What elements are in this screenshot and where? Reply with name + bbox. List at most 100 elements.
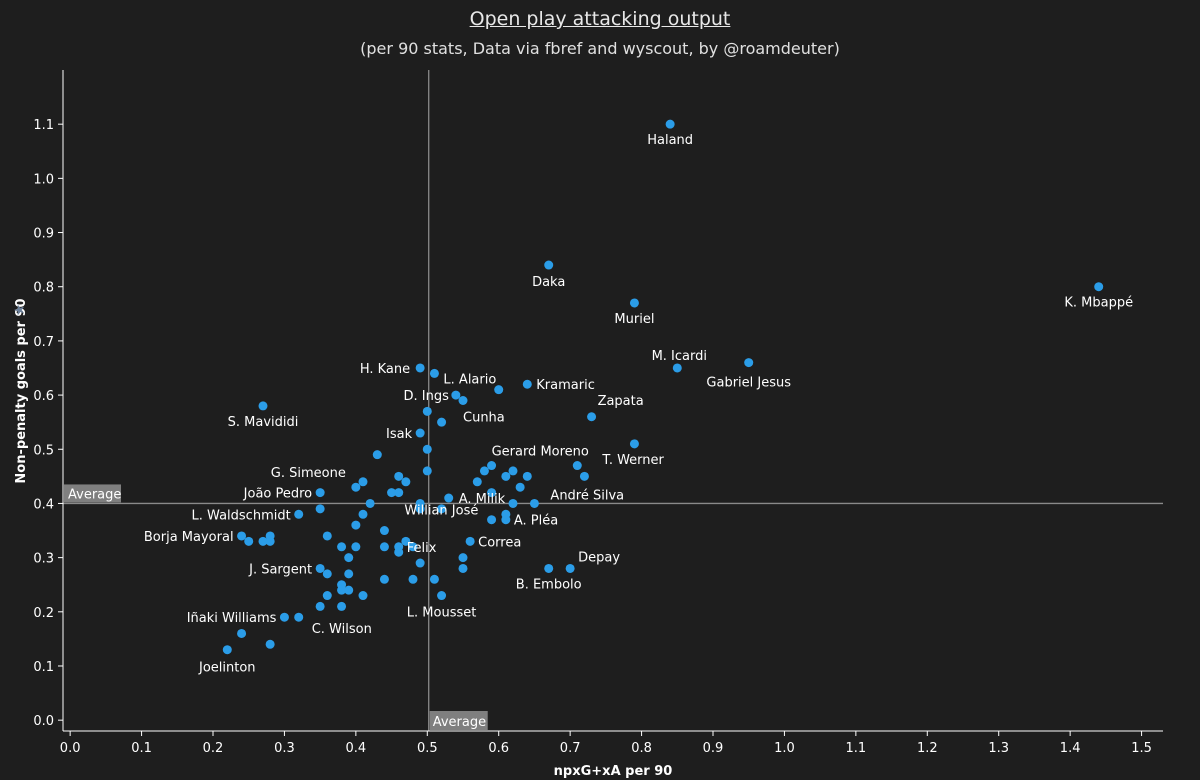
data-point <box>458 396 468 405</box>
star-icon[interactable]: ★ <box>12 304 28 317</box>
data-point <box>258 536 268 546</box>
data-point <box>387 488 397 498</box>
data-point <box>494 385 504 395</box>
data-label: Iñaki Williams <box>187 611 277 626</box>
data-point <box>508 466 518 476</box>
x-average-label: Average <box>433 715 486 730</box>
data-point <box>522 471 532 481</box>
data-label: Willian José <box>404 504 478 519</box>
data-point <box>408 574 418 584</box>
data-point <box>629 298 639 308</box>
data-point <box>508 498 518 508</box>
data-point <box>415 363 425 373</box>
data-label: C. Wilson <box>312 622 372 637</box>
data-label: Muriel <box>614 312 654 327</box>
data-point <box>265 536 275 546</box>
y-tick-label: 1.1 <box>33 118 54 133</box>
data-point <box>515 482 525 492</box>
data-point <box>401 477 411 487</box>
data-point <box>358 477 368 487</box>
x-tick-label: 1.4 <box>1060 741 1081 756</box>
data-point <box>629 439 639 449</box>
data-label: K. Mbappé <box>1064 296 1133 311</box>
data-label: L. Waldschmidt <box>192 508 291 523</box>
data-point <box>394 471 404 481</box>
data-label: J. Sargent <box>248 562 312 577</box>
x-tick-label: 0.1 <box>131 741 152 756</box>
data-point <box>572 461 582 471</box>
data-point <box>237 628 247 638</box>
x-tick-label: 1.2 <box>917 741 938 756</box>
data-point <box>279 612 289 622</box>
x-tick-label: 0.3 <box>274 741 295 756</box>
data-point <box>422 444 432 454</box>
data-point <box>394 547 404 557</box>
y-tick-label: 0.6 <box>33 389 54 404</box>
chart-title: Open play attacking output <box>469 8 731 30</box>
data-point <box>544 260 554 270</box>
data-label: Depay <box>578 550 620 565</box>
data-point <box>365 498 375 508</box>
reference-lines: Average Average <box>63 70 1163 731</box>
data-point <box>358 509 368 519</box>
x-tick-label: 0.5 <box>417 741 438 756</box>
data-point <box>351 542 361 552</box>
data-label: Haland <box>647 133 693 148</box>
x-tick-label: 0.4 <box>346 741 367 756</box>
x-tick-label: 1.3 <box>988 741 1009 756</box>
data-label: D. Ings <box>403 389 449 404</box>
y-tick-label: 0.9 <box>33 227 54 242</box>
y-tick-label: 0.2 <box>33 606 54 621</box>
data-label: H. Kane <box>360 362 410 377</box>
data-point <box>437 591 447 601</box>
data-point <box>415 558 425 568</box>
x-tick-label: 0.2 <box>203 741 224 756</box>
data-point <box>444 493 454 503</box>
data-point <box>544 563 554 573</box>
y-axis-title: Non-penalty goals per 90 <box>14 298 29 483</box>
data-point <box>487 461 497 471</box>
data-point <box>337 601 347 611</box>
y-average-label: Average <box>68 487 121 502</box>
x-tick-label: 0.7 <box>560 741 581 756</box>
x-tick-label: 0.0 <box>60 741 81 756</box>
data-point <box>501 471 511 481</box>
data-points <box>222 119 1104 655</box>
data-point <box>244 536 254 546</box>
data-label: S. Mavididi <box>228 415 299 430</box>
data-label: L. Mousset <box>407 606 477 621</box>
data-point <box>315 563 325 573</box>
data-point <box>501 509 511 519</box>
x-tick-label: 1.5 <box>1131 741 1152 756</box>
data-point <box>665 119 675 129</box>
data-point <box>465 536 475 546</box>
data-point <box>344 553 354 563</box>
data-point <box>344 569 354 579</box>
x-axis-title: npxG+xA per 90 <box>554 764 673 779</box>
data-point <box>372 450 382 460</box>
data-point <box>315 601 325 611</box>
data-point <box>472 477 482 487</box>
data-label: A. Milik <box>459 492 506 507</box>
data-label: Kramaric <box>536 378 595 393</box>
data-point <box>401 536 411 546</box>
data-point <box>1094 282 1104 292</box>
x-tick-label: 0.8 <box>631 741 652 756</box>
data-point <box>429 368 439 378</box>
data-point <box>322 531 332 541</box>
data-point <box>529 498 539 508</box>
data-label: Felix <box>407 541 437 556</box>
y-tick-label: 0.0 <box>33 714 54 729</box>
data-label: Gabriel Jesus <box>706 376 791 391</box>
data-point <box>437 417 447 427</box>
data-label: L. Alario <box>443 372 496 387</box>
data-point <box>415 428 425 438</box>
data-label: Correa <box>478 535 521 550</box>
y-average-badge <box>64 484 121 503</box>
data-point <box>579 471 589 481</box>
data-point <box>265 639 275 649</box>
y-tick-label: 1.0 <box>33 172 54 187</box>
data-label: M. Icardi <box>652 349 707 364</box>
data-point <box>422 466 432 476</box>
data-point <box>294 509 304 519</box>
